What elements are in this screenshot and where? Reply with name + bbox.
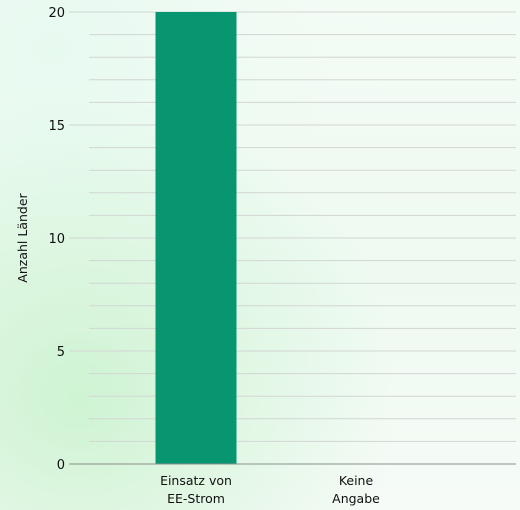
x-category-label: Einsatz von xyxy=(160,473,232,488)
y-axis-title: Anzahl Länder xyxy=(15,192,30,282)
y-tick-label: 5 xyxy=(57,345,65,360)
x-category-label: Keine xyxy=(339,473,374,488)
x-category-label: EE-Strom xyxy=(167,491,225,506)
y-tick-label: 10 xyxy=(48,232,65,247)
bars xyxy=(155,12,237,464)
x-category-label: Angabe xyxy=(332,491,380,506)
y-tick-label: 15 xyxy=(48,119,65,134)
x-category-labels: Einsatz von EE-Strom Keine Angabe xyxy=(160,473,380,506)
y-tick-label: 0 xyxy=(57,458,65,473)
grid-lines xyxy=(69,11,516,442)
y-tick-labels: 0 5 10 15 20 xyxy=(48,6,65,473)
bar xyxy=(155,12,237,464)
y-tick-label: 20 xyxy=(48,6,65,21)
